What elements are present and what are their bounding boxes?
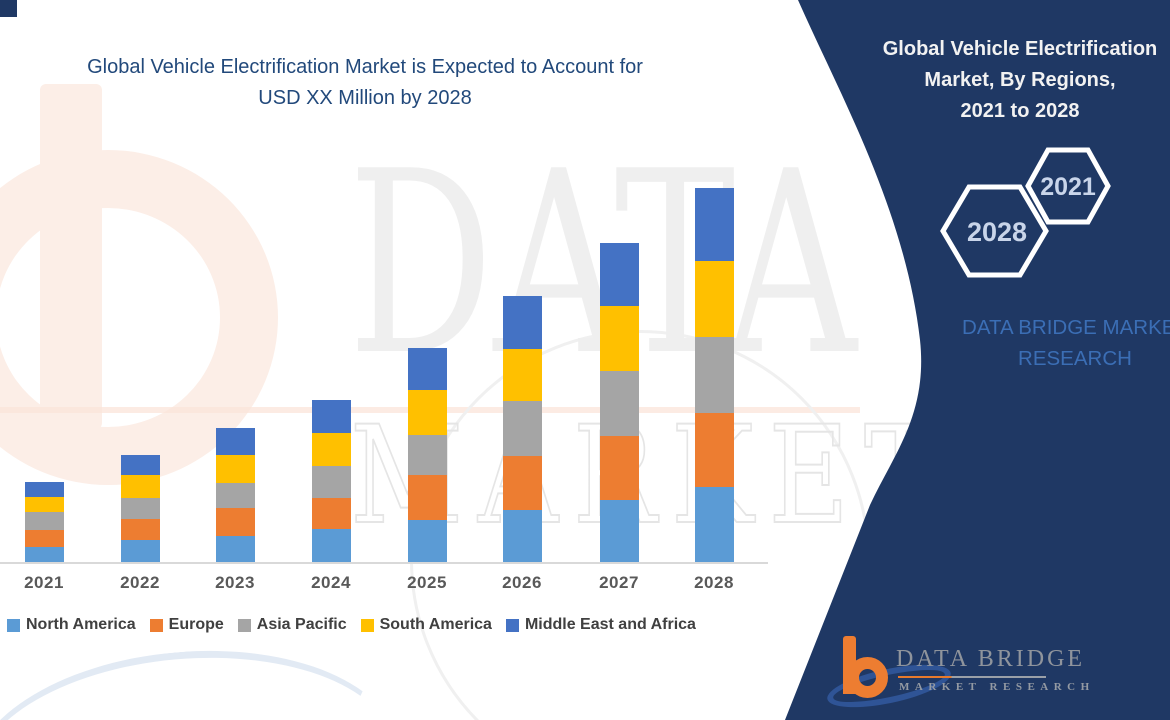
bar-segment-2021-north-america bbox=[25, 547, 64, 563]
legend-item-middle-east-and-africa: Middle East and Africa bbox=[505, 616, 696, 634]
x-axis-label-2024: 2024 bbox=[311, 573, 351, 592]
legend-label: Middle East and Africa bbox=[524, 616, 696, 633]
legend-swatch-icon bbox=[7, 618, 20, 632]
watermark-market-research-text: MARKET RESEARCH bbox=[349, 397, 1170, 554]
legend-swatch-icon bbox=[505, 618, 519, 632]
bar-segment-2023-north-america bbox=[216, 536, 255, 563]
logo-b-bowl-icon bbox=[847, 657, 888, 698]
bar-segment-2022-north-america bbox=[121, 540, 160, 563]
legend-swatch-icon bbox=[237, 618, 251, 632]
panel-title-line3: 2021 to 2028 bbox=[960, 100, 1080, 122]
bar-segment-2023-asia-pacific bbox=[216, 483, 255, 508]
watermark-swoosh bbox=[0, 633, 410, 720]
bar-segment-2021-asia-pacific bbox=[25, 512, 64, 530]
x-axis-label-2023: 2023 bbox=[215, 573, 255, 592]
legend-label: Asia Pacific bbox=[256, 616, 347, 633]
chart-legend: North America Europe Asia Pacific South Ame… bbox=[7, 616, 696, 634]
legend-item-north-america: North America bbox=[7, 616, 136, 634]
legend-swatch-icon bbox=[360, 618, 374, 632]
corner-accent-square bbox=[0, 0, 17, 17]
bar-segment-2022-asia-pacific bbox=[121, 498, 160, 519]
bar-segment-2024-south-america bbox=[312, 433, 351, 466]
panel-title: Global Vehicle Electrification Market, B… bbox=[845, 34, 1170, 127]
bar-segment-2021-south-america bbox=[25, 497, 64, 512]
bar-segment-2023-europe bbox=[216, 508, 255, 536]
logo-tagline: MARKET RESEARCH bbox=[899, 681, 1095, 693]
legend-item-south-america: South America bbox=[360, 616, 492, 634]
bar-segment-2021-europe bbox=[25, 530, 64, 547]
legend-item-asia-pacific: Asia Pacific bbox=[237, 616, 347, 634]
bar-segment-2024-europe bbox=[312, 498, 351, 529]
panel-title-line2: Market, By Regions, bbox=[924, 69, 1116, 91]
panel-brand-line1: DATA BRIDGE MARKET bbox=[962, 316, 1170, 339]
bar-segment-2022-europe bbox=[121, 519, 160, 540]
data-bridge-logo: DATA BRIDGE MARKET RESEARCH bbox=[823, 630, 1160, 716]
chart-title-line1: Global Vehicle Electrification Market is… bbox=[87, 56, 643, 78]
legend-label: North America bbox=[26, 616, 136, 633]
bar-segment-2024-asia-pacific bbox=[312, 466, 351, 498]
panel-title-line1: Global Vehicle Electrification bbox=[882, 38, 1158, 60]
chart-title: Global Vehicle Electrification Market is… bbox=[10, 52, 720, 114]
logo-underline bbox=[898, 676, 1046, 678]
panel-brand-text: DATA BRIDGE MARKET RESEARCH bbox=[935, 312, 1170, 374]
bar-2021 bbox=[25, 482, 64, 563]
x-axis-line bbox=[0, 562, 768, 564]
x-axis-label-2021: 2021 bbox=[24, 573, 64, 592]
legend-label: Europe bbox=[168, 616, 224, 633]
bar-segment-2021-middle-east-and-africa bbox=[25, 482, 64, 497]
x-axis-label-2022: 2022 bbox=[120, 573, 160, 592]
legend-swatch-icon bbox=[149, 618, 163, 632]
legend-item-europe: Europe bbox=[149, 616, 224, 634]
logo-company-name: DATA BRIDGE bbox=[896, 646, 1086, 672]
bar-segment-2023-south-america bbox=[216, 455, 255, 483]
bar-segment-2024-north-america bbox=[312, 529, 351, 563]
panel-brand-line2: RESEARCH bbox=[1018, 347, 1132, 370]
bar-2024 bbox=[312, 400, 351, 563]
watermark-b-logo-bowl bbox=[0, 150, 278, 485]
legend-label: South America bbox=[379, 616, 492, 633]
bar-2023 bbox=[216, 428, 255, 563]
bar-segment-2024-middle-east-and-africa bbox=[312, 400, 351, 433]
chart-title-line2: USD XX Million by 2028 bbox=[258, 87, 472, 109]
